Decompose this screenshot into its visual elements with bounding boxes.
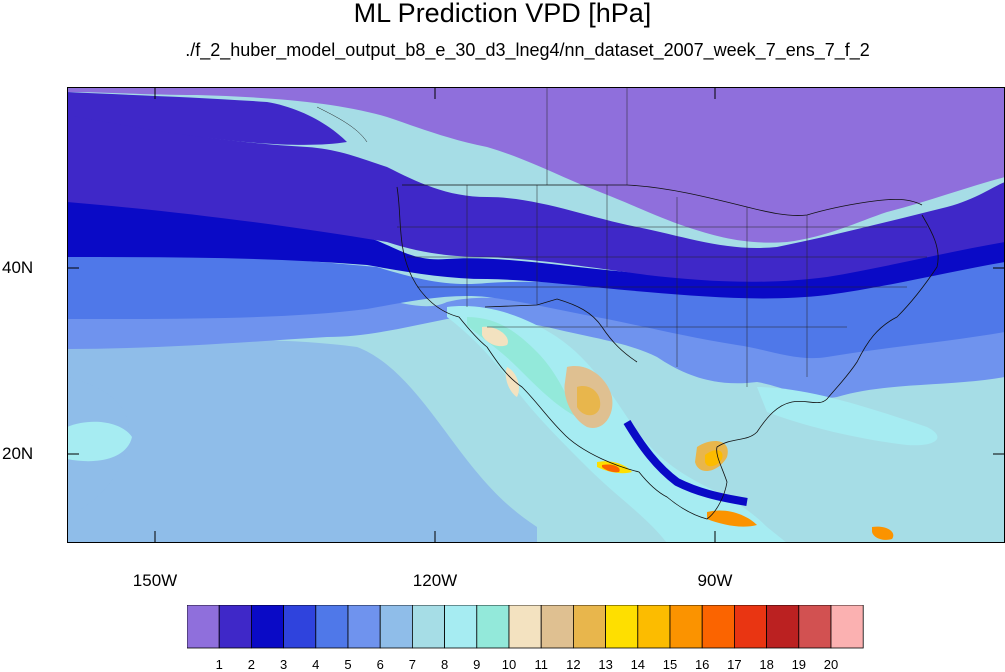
colorbar-tick-label: 4	[312, 657, 320, 672]
lon-label-150w: 150W	[132, 571, 178, 590]
colorbar-tick-label: 8	[440, 657, 449, 672]
canada-lines	[316, 87, 628, 185]
colorbar-swatch	[476, 605, 510, 649]
vpd-band-4	[67, 237, 1005, 359]
colorbar-tick-label: 14	[630, 657, 646, 672]
colorbar-tick-label: 15	[662, 657, 678, 672]
lon-label-120w: 120W	[412, 571, 458, 590]
state-lines	[397, 185, 927, 387]
colorbar-tick-label: 13	[598, 657, 613, 672]
lat-label-40n: 40N	[2, 258, 34, 277]
colorbar	[187, 605, 864, 649]
vpd-contour-map	[67, 87, 1005, 543]
vpd-band-1	[67, 87, 1005, 243]
vpd-band-11-baja	[505, 367, 519, 397]
colorbar-swatch	[701, 605, 735, 649]
colorbar-tick-label: 12	[566, 657, 581, 672]
lat-label-20n: 20N	[2, 444, 34, 463]
colorbar-swatch	[187, 605, 220, 649]
coastline	[396, 186, 939, 520]
colorbar-tick-label: 19	[791, 657, 807, 672]
colorbar-swatch	[540, 605, 574, 649]
vpd-band-16-central	[707, 510, 757, 527]
colorbar-swatch	[315, 605, 349, 649]
vpd-band-13-plateau	[577, 386, 601, 416]
colorbar-swatch	[734, 605, 768, 649]
vpd-band-15-yucatan	[705, 450, 723, 467]
colorbar-swatch	[605, 605, 639, 649]
colorbar-tick-label: 3	[279, 657, 288, 672]
colorbar-swatch	[444, 605, 478, 649]
colorbar-tick-label: 17	[727, 657, 742, 672]
vpd-band-11-mexico	[482, 326, 508, 347]
colorbar-tick-label: 2	[247, 657, 255, 672]
colorbar-swatch	[637, 605, 671, 649]
colorbar-tick-label: 9	[473, 657, 481, 672]
colorbar-tick-label: 11	[534, 657, 548, 672]
vpd-band-2-pacific	[67, 92, 347, 145]
map-subtitle: ./f_2_huber_model_output_b8_e_30_d3_lneg…	[185, 40, 870, 60]
colorbar-tick-label: 18	[759, 657, 774, 672]
vpd-map	[67, 87, 1005, 543]
lon-label-90w: 90W	[697, 571, 733, 590]
colorbar-swatch	[411, 605, 445, 649]
colorbar-tick-label: 5	[344, 657, 352, 672]
colorbar-tick-label: 20	[823, 657, 839, 672]
vpd-band-6	[67, 337, 537, 543]
colorbar-swatch	[283, 605, 317, 649]
colorbar-swatch	[572, 605, 606, 649]
vpd-band-17-coast	[602, 464, 620, 473]
map-ticks	[67, 87, 1005, 543]
colorbar-swatch	[766, 605, 800, 649]
colorbar-swatch	[508, 605, 542, 649]
colorbar-tick-label: 6	[376, 657, 384, 672]
vpd-band-2	[67, 107, 1005, 282]
colorbar-swatch	[251, 605, 285, 649]
colorbar-swatch	[798, 605, 832, 649]
vpd-band-9-hawaii	[67, 421, 132, 462]
colorbar-tick-label: 10	[501, 657, 517, 672]
colorbar-swatch	[347, 605, 381, 649]
colorbar-swatch	[218, 605, 252, 649]
colorbar-tick-label: 7	[408, 657, 416, 672]
colorbar-tick-label: 16	[694, 657, 710, 672]
vpd-band-16-carib	[872, 526, 894, 540]
colorbar-swatch	[669, 605, 703, 649]
map-title: ML Prediction VPD [hPa]	[353, 0, 652, 28]
colorbar-swatch	[830, 605, 864, 649]
us-border	[402, 184, 923, 216]
colorbar-tick-label: 1	[215, 657, 223, 672]
colorbar-swatch	[379, 605, 413, 649]
